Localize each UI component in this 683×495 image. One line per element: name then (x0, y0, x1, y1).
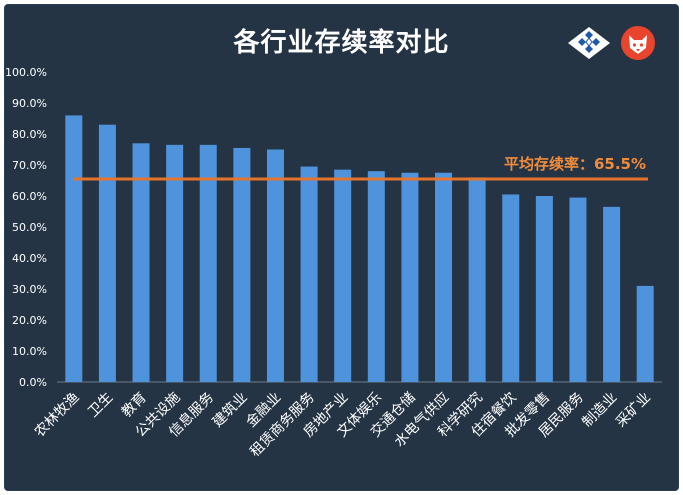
bar (132, 143, 150, 382)
x-tick-label: 制造业 (579, 390, 620, 431)
bar (502, 194, 520, 382)
x-tick-label: 建筑业 (210, 390, 251, 431)
chart-title: 各行业存续率对比 (233, 28, 450, 58)
x-tick-label: 农林牧渔 (32, 390, 83, 441)
bar (266, 149, 284, 382)
y-tick-label: 40.0% (12, 252, 47, 265)
bar (603, 206, 621, 382)
bar (300, 166, 318, 382)
y-tick-label: 50.0% (12, 221, 47, 234)
y-tick-label: 90.0% (12, 97, 47, 110)
y-tick-label: 0.0% (19, 376, 47, 389)
bar (535, 196, 553, 382)
bar (199, 144, 217, 382)
bar (435, 172, 453, 382)
bar (334, 169, 352, 382)
y-tick-label: 10.0% (12, 345, 47, 358)
bar (98, 124, 116, 382)
fox-mascot-logo-icon (621, 26, 655, 60)
y-tick-label: 70.0% (12, 159, 47, 172)
bar (401, 172, 419, 382)
y-tick-label: 80.0% (12, 128, 47, 141)
bar (233, 147, 251, 382)
x-tick-label: 卫生 (85, 390, 116, 421)
y-tick-label: 60.0% (12, 190, 47, 203)
y-tick-label: 30.0% (12, 283, 47, 296)
diamond-grid-logo-icon (568, 27, 610, 59)
bar (367, 171, 385, 382)
bar (636, 285, 654, 382)
bar (468, 177, 486, 382)
y-tick-label: 20.0% (12, 314, 47, 327)
bar (65, 115, 83, 383)
bar (569, 197, 587, 382)
average-line-label: 平均存续率：65.5% (504, 155, 646, 173)
x-tick-label: 采矿业 (613, 390, 654, 431)
bar (166, 144, 184, 382)
y-tick-label: 100.0% (5, 66, 47, 79)
